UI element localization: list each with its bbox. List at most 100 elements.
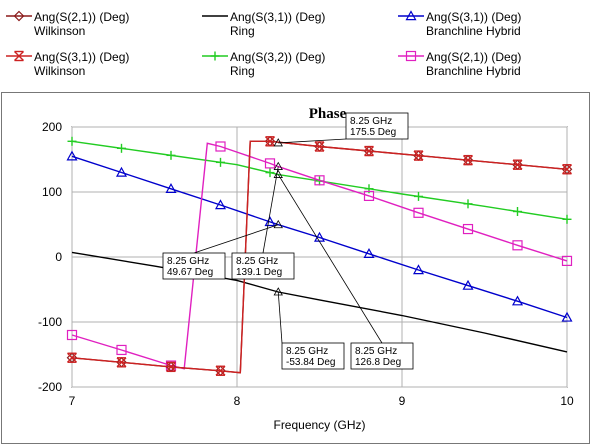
data-point: [165, 360, 177, 371]
legend-series-group: Branchline Hybrid: [426, 64, 521, 78]
x-tick-label: 9: [399, 394, 406, 408]
x-axis-label: Frequency (GHz): [273, 418, 365, 432]
legend-marker: [13, 10, 25, 22]
legend-marker: [14, 50, 24, 62]
annotation-frequency: 8.25 GHz: [355, 346, 397, 357]
data-point: [116, 344, 127, 356]
data-point: [463, 199, 473, 209]
annotation-marker: [273, 169, 283, 178]
data-point: [512, 159, 523, 170]
series-3: [66, 150, 573, 322]
annotation-leader: [278, 138, 347, 144]
annotation-value: -53.84 Deg: [286, 357, 335, 368]
y-tick-label: 0: [55, 250, 62, 264]
annotation-leader: [193, 224, 279, 254]
legend-item-4: Ang(S(3,1)) (Deg) Wilkinson: [0, 46, 196, 86]
data-point: [165, 183, 177, 193]
annotation-leader: [262, 166, 279, 254]
annotation-box: [281, 342, 345, 370]
data-point: [67, 136, 77, 146]
legend-item-2: Ang(S(3,1)) (Deg) Ring: [196, 6, 392, 46]
data-point: [67, 352, 77, 363]
data-point: [215, 365, 226, 376]
y-tick-label: -100: [38, 315, 62, 329]
y-tick-label: -200: [38, 380, 62, 394]
legend-series-name: Ang(S(2,1)) (Deg): [426, 50, 522, 64]
legend-swatch: [202, 15, 228, 17]
data-point: [413, 207, 424, 218]
data-point: [414, 191, 423, 201]
legend-item-3: Ang(S(3,1)) (Deg) Branchline Hybrid: [392, 6, 588, 46]
y-tick-label: 200: [42, 120, 62, 134]
marker-annotation-4: 8.25 GHz-53.84 Deg: [273, 287, 345, 370]
legend-marker: [210, 51, 220, 61]
legend-series-group: Wilkinson: [34, 24, 86, 38]
data-point: [462, 223, 474, 235]
data-point: [216, 157, 225, 167]
data-point: [166, 361, 176, 373]
data-point: [513, 207, 522, 216]
legend-swatch: [6, 50, 32, 62]
chart-frame: 7 8 9 10 200 100 0 -100 -200 Phase Frequency (GHz)…: [1, 92, 590, 444]
annotation-marker: [273, 138, 283, 147]
annotation-marker: [273, 219, 283, 229]
legend-series-group: Ring: [230, 24, 255, 38]
annotation-box: [231, 252, 295, 280]
annotation-value: 126.8 Deg: [355, 357, 401, 368]
data-point: [117, 143, 126, 153]
x-tick-label: 10: [560, 394, 574, 408]
series-4: [67, 136, 572, 376]
legend-label: Ang(S(3,1)) (Deg) Ring: [230, 10, 325, 38]
data-point: [511, 295, 524, 306]
data-point: [412, 264, 425, 275]
legend-series-name: Ang(S(3,1)) (Deg): [230, 10, 326, 24]
data-point: [116, 357, 127, 368]
data-point: [363, 248, 375, 258]
legend-label: Ang(S(2,1)) (Deg) Wilkinson: [34, 10, 129, 38]
annotation-frequency: 8.25 GHz: [286, 346, 328, 357]
annotation-box: [162, 252, 226, 280]
series-6: [66, 141, 573, 371]
y-tick-label: 100: [42, 185, 62, 199]
data-point: [561, 311, 573, 322]
annotation-box: [345, 112, 409, 140]
legend-series-name: Ang(S(3,1)) (Deg): [426, 10, 522, 24]
legend-series-name: Ang(S(3,1)) (Deg): [34, 50, 130, 64]
data-point: [462, 279, 474, 290]
data-point: [265, 168, 275, 178]
legend-item-1: Ang(S(2,1)) (Deg) Wilkinson: [0, 6, 196, 46]
legend-item-5: Ang(S(3,2)) (Deg) Ring: [196, 46, 392, 86]
legend-label: Ang(S(2,1)) (Deg) Branchline Hybrid: [426, 50, 521, 78]
data-point: [265, 136, 275, 147]
series-5: [67, 136, 572, 224]
data-point: [115, 166, 128, 177]
legend-label: Ang(S(3,2)) (Deg) Ring: [230, 50, 325, 78]
data-point: [264, 158, 276, 169]
x-tick-label: 8: [234, 394, 241, 408]
data-point: [314, 175, 325, 186]
data-point: [364, 145, 374, 157]
data-point: [214, 199, 227, 210]
legend-series-group: Ring: [230, 64, 255, 78]
data-point: [314, 141, 325, 152]
grid: [71, 126, 568, 388]
annotation-marker: [273, 161, 283, 170]
annotation-marker: [273, 287, 283, 296]
series-line: [71, 155, 568, 319]
data-point: [463, 154, 473, 166]
annotation-value: 139.1 Deg: [236, 267, 282, 278]
legend-item-6: Ang(S(2,1)) (Deg) Branchline Hybrid: [392, 46, 588, 86]
x-tick-label: 7: [69, 394, 76, 408]
annotation-box: [350, 342, 414, 370]
phase-chart: 7 8 9 10 200 100 0 -100 -200 Phase Frequency (GHz)…: [38, 106, 574, 432]
legend: Ang(S(2,1)) (Deg) Wilkinson Ang(S(3,1)) (D…: [0, 0, 593, 90]
legend-swatch: [398, 10, 424, 21]
legend-series-name: Ang(S(3,2)) (Deg): [230, 50, 326, 64]
annotation-leader: [277, 291, 283, 344]
data-point: [215, 141, 226, 152]
data-point: [66, 150, 78, 161]
data-point: [363, 190, 375, 202]
annotation-frequency: 8.25 GHz: [167, 256, 209, 267]
